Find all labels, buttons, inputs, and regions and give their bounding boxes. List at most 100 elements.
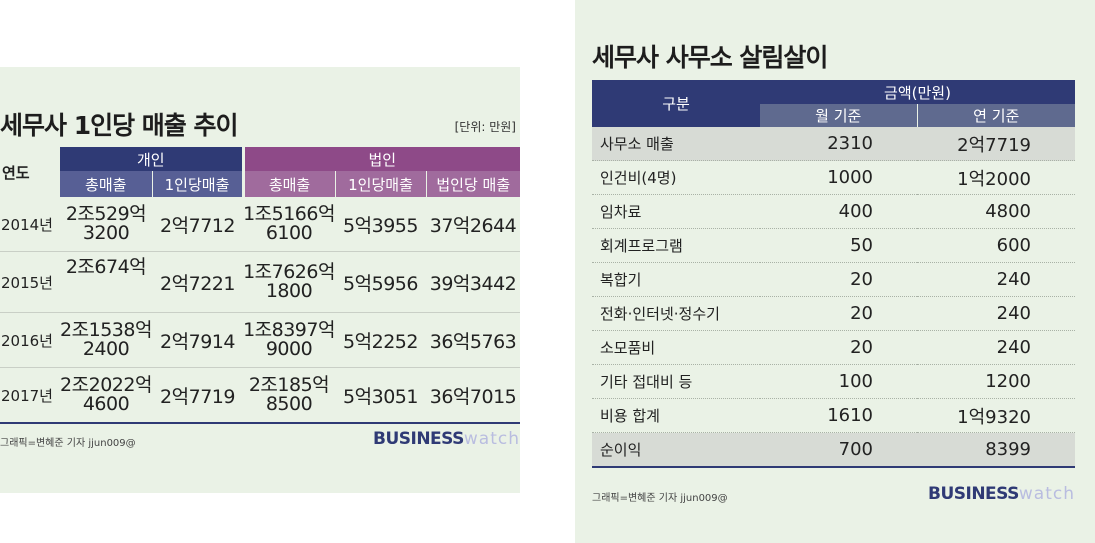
table-row: 순이익 700 8399 [592, 432, 1075, 468]
ind-total-line1: 2조1538억 [60, 319, 152, 341]
left-title: 세무사 1인당 매출 추이 [0, 111, 239, 140]
table-row: 2017년 2조2022억 4600 2억7719 2조185억 8500 5억30… [0, 367, 521, 424]
header-category: 구분 [592, 80, 760, 127]
monthly-cell: 400 [760, 194, 917, 229]
ind-per-cell: 2억7914 [152, 312, 244, 368]
table-row: 소모품비 20 240 [592, 330, 1075, 365]
yearly-cell: 240 [917, 330, 1075, 365]
corp-total-cell: 1조5166억 6100 [243, 197, 335, 252]
ind-total-cell: 2조674억 [60, 251, 152, 313]
corp-each-cell: 36억7015 [426, 367, 521, 424]
row-label: 인건비(4명) [592, 160, 760, 195]
corp-total-line1: 1조5166억 [243, 203, 335, 225]
table-row: 임차료 400 4800 [592, 194, 1075, 229]
corp-total-line2: 8500 [265, 393, 313, 415]
header-amount: 금액(만원) [760, 80, 1075, 104]
ind-per-cell: 2억7712 [152, 197, 244, 252]
monthly-cell: 20 [760, 330, 917, 365]
office-finance-panel: 세무사 사무소 살림살이 구분 금액(만원) 월 기준 연 기준 사무소 매출 … [575, 0, 1095, 543]
table-row: 2014년 2조529억 3200 2억7712 1조5166억 6100 5억39… [0, 197, 521, 252]
logo-light-text: watch [463, 429, 520, 449]
header-year: 연도 [2, 163, 30, 182]
row-label: 임차료 [592, 194, 760, 229]
table-row: 복합기 20 240 [592, 262, 1075, 297]
table-row: 2016년 2조1538억 2400 2억7914 1조8397억 9000 5억2… [0, 312, 521, 368]
corp-total-line2: 6100 [265, 222, 313, 244]
office-finance-table: 구분 금액(만원) 월 기준 연 기준 사무소 매출 2310 2억7719 인… [592, 80, 1075, 468]
corp-total-line2: 1800 [265, 280, 313, 302]
monthly-cell: 50 [760, 228, 917, 263]
ind-total-line1: 2조529억 [65, 203, 147, 225]
row-label: 비용 합계 [592, 398, 760, 433]
graphic-credit: 그래픽=변혜준 기자 jjun009@ [0, 438, 136, 449]
table-row: 2015년 2조674억 2억7221 1조7626억 1800 5억5956 3… [0, 251, 521, 313]
subheader-ind-total: 총매출 [60, 171, 152, 197]
row-year: 2015년 [0, 251, 60, 313]
yearly-cell: 240 [917, 296, 1075, 331]
ind-total-cell: 2조1538억 2400 [60, 312, 152, 368]
row-label: 복합기 [592, 262, 760, 297]
subheader-corp-total: 총매출 [241, 171, 336, 197]
ind-total-line1: 2조2022억 [60, 374, 152, 396]
corp-per-cell: 5억2252 [335, 312, 427, 368]
right-title: 세무사 사무소 살림살이 [592, 43, 828, 72]
corp-total-cell: 1조8397억 9000 [243, 312, 335, 368]
corp-total-line1: 1조7626억 [243, 261, 335, 283]
corp-per-cell: 5억3051 [335, 367, 427, 424]
ind-total-line1: 2조674억 [65, 256, 147, 278]
row-year: 2017년 [0, 367, 60, 424]
monthly-cell: 20 [760, 262, 917, 297]
corp-per-cell: 5억5956 [335, 251, 427, 313]
row-label: 기타 접대비 등 [592, 364, 760, 399]
row-year: 2014년 [0, 197, 60, 252]
logo-light-text: watch [1018, 484, 1075, 504]
monthly-cell: 20 [760, 296, 917, 331]
graphic-credit: 그래픽=변혜준 기자 jjun009@ [592, 493, 728, 504]
corp-total-cell: 2조185억 8500 [243, 367, 336, 424]
monthly-cell: 100 [760, 364, 917, 399]
ind-per-cell: 2억7719 [152, 367, 244, 424]
yearly-cell: 8399 [917, 432, 1075, 468]
row-label: 전화·인터넷·정수기 [592, 296, 760, 331]
monthly-cell: 2310 [760, 127, 917, 161]
subheader-corp-per: 1인당매출 [334, 171, 427, 197]
table-row: 전화·인터넷·정수기 20 240 [592, 296, 1075, 331]
header-individual: 개인 [60, 147, 244, 171]
corp-each-cell: 37억2644 [426, 197, 521, 252]
corp-each-cell: 39억3442 [426, 251, 521, 313]
unit-note: [단위: 만원] [454, 120, 516, 134]
revenue-trend-table: 연도 개인 법인 총매출 1인당매출 총매출 1인당매출 법인당 매출 2014… [0, 147, 521, 424]
yearly-cell: 2억7719 [917, 127, 1075, 161]
yearly-cell: 1억9320 [917, 398, 1075, 433]
ind-total-cell: 2조2022억 4600 [60, 367, 152, 424]
ind-total-line2: 3200 [82, 222, 130, 244]
table-row: 사무소 매출 2310 2억7719 [592, 127, 1075, 161]
businesswatch-logo: BUSINESSwatch [373, 429, 520, 449]
corp-total-cell: 1조7626억 1800 [243, 251, 335, 313]
row-label: 사무소 매출 [592, 127, 760, 161]
corp-each-cell: 36억5763 [426, 312, 521, 368]
logo-bold-text: BUSINESS [927, 484, 1019, 504]
subheader-corp-each: 법인당 매출 [425, 171, 521, 197]
ind-total-line2: 4600 [82, 393, 130, 415]
row-year: 2016년 [0, 312, 60, 368]
businesswatch-logo: BUSINESSwatch [928, 484, 1075, 504]
revenue-trend-panel: 세무사 1인당 매출 추이 [단위: 만원] 연도 개인 법인 총매출 1인당매… [0, 67, 521, 493]
ind-total-cell: 2조529억 3200 [60, 197, 152, 252]
ind-total-line2: 2400 [82, 338, 130, 360]
monthly-cell: 1610 [760, 398, 917, 433]
yearly-cell: 4800 [917, 194, 1075, 229]
corp-total-line2: 9000 [265, 338, 313, 360]
yearly-cell: 240 [917, 262, 1075, 297]
corp-per-cell: 5억3955 [335, 197, 427, 252]
table-row: 회계프로그램 50 600 [592, 228, 1075, 263]
header-monthly: 월 기준 [760, 104, 917, 127]
ind-per-cell: 2억7221 [152, 251, 244, 313]
header-corporate: 법인 [241, 147, 521, 171]
corp-total-line1: 2조185억 [248, 374, 330, 396]
corp-total-line1: 1조8397억 [243, 319, 335, 341]
row-label: 순이익 [592, 432, 760, 468]
yearly-cell: 600 [917, 228, 1075, 263]
row-label: 회계프로그램 [592, 228, 760, 263]
table-row: 인건비(4명) 1000 1억2000 [592, 160, 1075, 195]
